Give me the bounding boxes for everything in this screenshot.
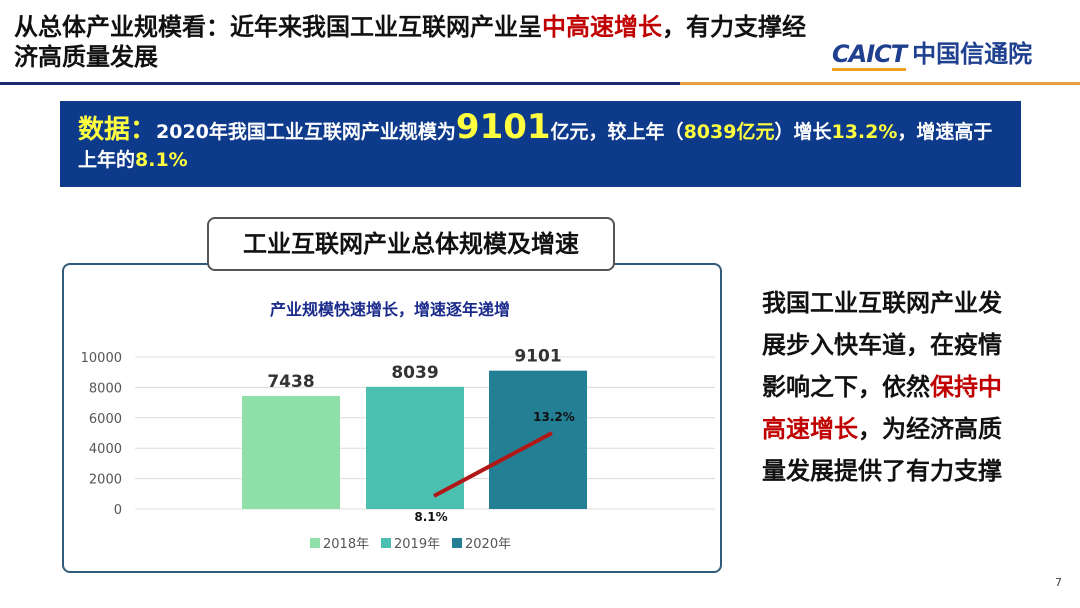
chart-title: 产业规模快速增长，增速逐年递增 — [269, 300, 510, 319]
bar-data-label: 7438 — [267, 372, 314, 392]
legend-swatch — [310, 538, 320, 548]
y-tick-label: 2000 — [89, 473, 122, 488]
y-tick-label: 0 — [114, 503, 122, 518]
bar-2018年 — [242, 395, 340, 509]
chart-panel-title: 工业互联网产业总体规模及增速 — [207, 217, 615, 271]
header-divider-accent — [680, 82, 1080, 85]
data-banner: 数据：2020年我国工业互联网产业规模为9101亿元，较上年（8039亿元）增长… — [60, 101, 1021, 187]
legend-label: 2020年 — [465, 537, 511, 552]
y-tick-label: 6000 — [89, 412, 122, 427]
page-number: 7 — [1055, 576, 1062, 589]
growth-label: 8.1% — [414, 510, 447, 524]
y-tick-label: 4000 — [89, 442, 122, 457]
bar-data-label: 8039 — [391, 363, 438, 383]
legend-label: 2018年 — [323, 537, 369, 552]
y-tick-label: 10000 — [81, 351, 122, 366]
bar-data-label: 9101 — [514, 347, 561, 367]
bar-2019年 — [366, 386, 464, 509]
growth-label: 13.2% — [533, 410, 575, 424]
page-title: 从总体产业规模看：近年来我国工业互联网产业呈中高速增长，有力支撑经济高质量发展 — [14, 13, 806, 71]
caict-logo: CAICT 中国信通院 — [832, 34, 1032, 71]
legend-label: 2019年 — [394, 537, 440, 552]
legend-swatch — [381, 538, 391, 548]
summary-text: 我国工业互联网产业发展步入快车道，在疫情影响之下，依然保持中高速增长，为经济高质… — [762, 289, 1002, 485]
legend-swatch — [452, 538, 462, 548]
header-divider — [0, 82, 680, 85]
y-tick-label: 8000 — [89, 381, 122, 396]
growth-line — [433, 431, 553, 498]
